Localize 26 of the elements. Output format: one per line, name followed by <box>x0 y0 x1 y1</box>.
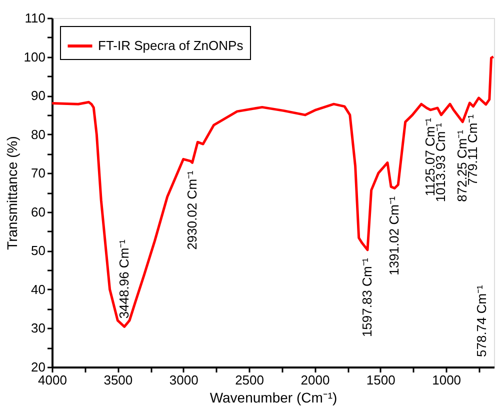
x-tick-label: 3000 <box>169 372 198 388</box>
x-tick-label: 4000 <box>38 372 67 388</box>
y-tick-label: 40 <box>31 282 46 297</box>
y-tick-label: 110 <box>24 10 46 26</box>
x-tick-label: 1500 <box>366 372 396 388</box>
x-axis-title: Wavenumber (Cm⁻¹) <box>210 390 338 406</box>
x-tick-label: 2000 <box>300 372 330 388</box>
y-tick-label: 70 <box>31 166 46 181</box>
annotation: 1597.83 Cm⁻¹ <box>360 257 375 338</box>
annotation: 3448.96 Cm⁻¹ <box>116 238 132 319</box>
y-tick-label: 30 <box>31 320 46 336</box>
y-tick-label: 80 <box>31 126 46 142</box>
y-tick-label: 50 <box>31 243 46 258</box>
annotation: 1391.02 Cm⁻¹ <box>386 196 402 276</box>
x-tick-label: 2500 <box>235 372 264 388</box>
annotation: 2930.02 Cm⁻¹ <box>184 170 200 250</box>
y-tick-label: 100 <box>24 49 46 64</box>
annotation: 578.74 Cm⁻¹ <box>474 284 489 357</box>
annotation: 1125.07 Cm⁻¹ <box>422 117 438 196</box>
y-tick-label: 60 <box>31 204 46 220</box>
x-tick-label: 3500 <box>104 372 133 388</box>
y-axis-title: Transmittance (%) <box>4 136 20 250</box>
legend-label: FT-IR Specra of ZnONPs <box>98 38 244 53</box>
y-tick-label: 90 <box>31 88 46 104</box>
y-tick-label: 20 <box>31 360 46 374</box>
x-tick-label: 1000 <box>432 372 462 388</box>
